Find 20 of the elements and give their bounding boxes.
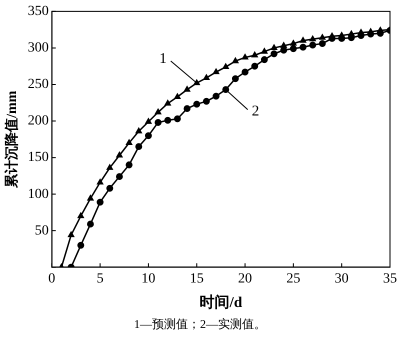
x-tick-label: 35: [383, 271, 397, 286]
x-axis-title: 时间/d: [200, 294, 243, 311]
text: 1—预测值；2—实测值。: [133, 316, 267, 333]
y-tick-label: 350: [28, 4, 49, 20]
y-axis-title: 累计沉降值/mm: [4, 90, 20, 189]
y-tick-label: 50: [34, 223, 49, 238]
y-tick-label: 300: [28, 40, 49, 56]
x-tick-label: 10: [141, 271, 156, 286]
x-tick-label: 30: [334, 271, 349, 286]
x-tick-label: 20: [238, 271, 252, 286]
y-tick-label: 100: [28, 186, 49, 202]
x-tick-label: 0: [48, 271, 56, 286]
y-tick-label: 250: [28, 77, 49, 92]
y-tick-label: 150: [28, 150, 49, 166]
series-label: 2: [252, 104, 260, 120]
series-label: 1: [159, 50, 167, 67]
y-tick-label: 200: [28, 114, 49, 129]
x-tick-label: 5: [96, 271, 104, 286]
x-tick-label: 25: [286, 271, 300, 286]
x-tick-label: 15: [190, 271, 204, 286]
